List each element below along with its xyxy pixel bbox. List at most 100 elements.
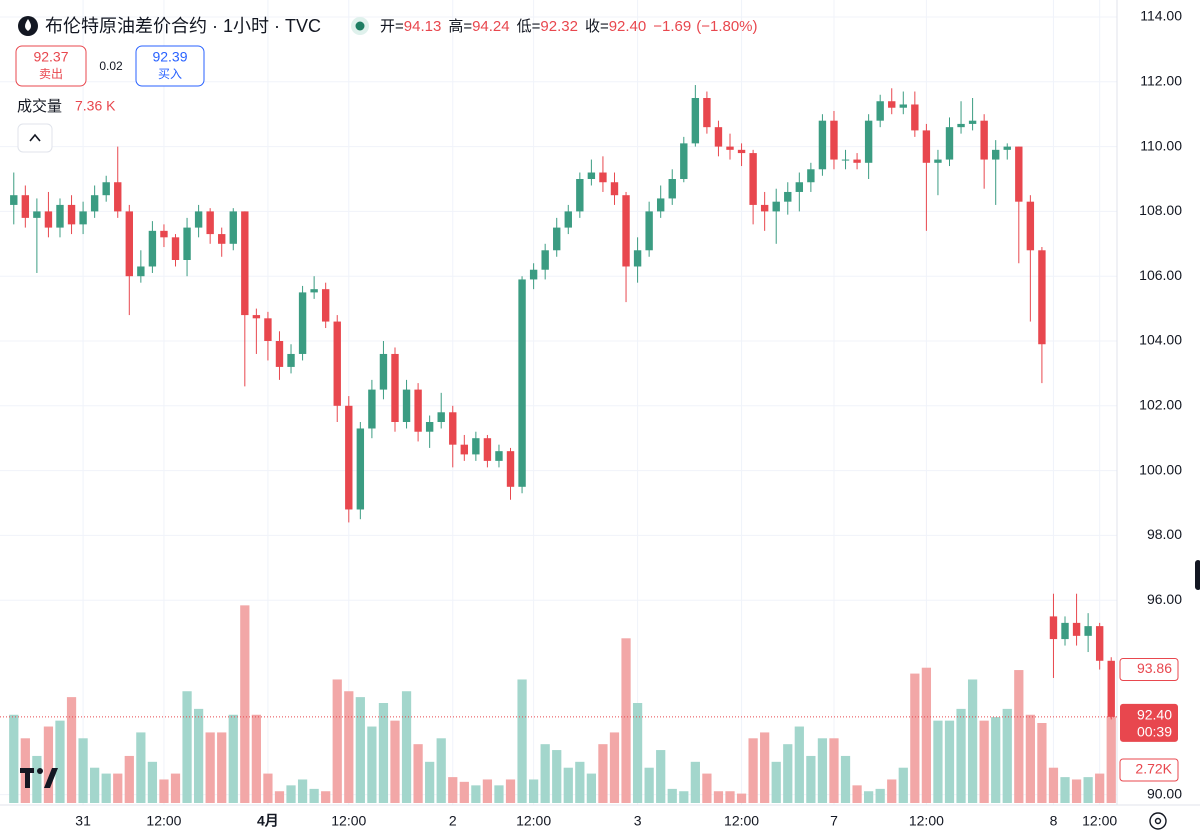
sell-button[interactable] [15,45,87,87]
candle-body [680,143,688,179]
volume-bar [66,697,77,803]
volume-bar [55,720,65,803]
scroll-handle[interactable] [1195,560,1200,590]
settings-button[interactable] [1149,812,1167,830]
candle-layer [10,85,1115,720]
volume-bar [956,708,966,803]
volume-bar [1083,777,1093,803]
candle-body [772,201,780,212]
volume-bar [1025,714,1035,803]
volume-bar [170,773,181,803]
volume-bar [482,779,493,803]
candle-body [957,123,965,128]
candle-body [553,227,561,251]
candle-body [194,211,203,228]
candle-body [287,353,295,367]
candle-body [645,211,653,251]
settings-icon [1154,817,1162,825]
volume-bar [78,738,88,803]
y-tick-label: 96.00 [1147,591,1182,607]
candle-body [599,172,607,183]
candle-body [807,169,815,183]
ohlc-value: 94.24 [472,18,510,35]
x-tick-label: 8 [1050,813,1058,829]
candle-body [899,104,907,108]
candle-body [425,422,434,432]
logo-part [37,768,43,774]
candle-body [795,182,804,192]
candle-body [934,159,942,163]
candle-body [1015,146,1023,202]
logo [20,768,58,788]
buy-button[interactable] [135,45,205,87]
candle-body [587,172,596,179]
volume-bar [101,773,111,803]
volume-bar [378,703,389,803]
volume-bar [725,791,735,803]
candle-body [864,120,873,163]
candle-body [633,250,642,267]
candle-body [229,211,237,244]
candle-body [298,292,307,354]
volume-bar [367,726,377,803]
collapse-button[interactable] [17,123,53,153]
volume-bar [113,773,123,803]
ohlc-legend: 开= 94.13 高= 94.24 低= 92.32 收= 92.40 −1.69 (−1.80%… [380,18,758,35]
candle-body [264,318,272,341]
volume-bar [309,788,319,803]
candle-body [183,227,191,260]
candle-body [472,438,480,455]
y-tick-label: 114.00 [1140,8,1182,24]
candle-body [1095,626,1104,661]
candle-body [368,389,376,429]
candle-body [622,195,630,267]
candle-body [818,120,827,170]
volume-bar [783,744,793,803]
y-axis: 114.00 112.00 110.00 108.00 106.00 104.00 102.… [1119,8,1182,801]
volume-bar [898,767,908,803]
volume-bar [471,785,481,803]
volume-bar [263,773,273,803]
candle-body [529,269,538,280]
volume-bar [852,785,862,803]
volume-bar [736,793,747,803]
candle-body [345,405,353,510]
volume-bar [690,761,700,803]
volume-bar [205,732,215,803]
candle-body [888,101,896,108]
candle-body [241,211,249,316]
volume-bar [991,717,1001,803]
candle-body [830,120,838,160]
candle-body [252,315,261,319]
volume-bar [286,785,296,803]
volume-bar [159,779,169,803]
candle-body [1107,660,1115,717]
candle-body [333,321,341,406]
candle-body [610,182,619,196]
candle-body [125,211,133,277]
candle-body [1061,622,1069,640]
candle-body [737,149,746,154]
buy-price: 92.39 [152,49,187,65]
candle-body [1072,622,1081,636]
ohlc-value: 92.40 [609,18,647,35]
candle-body [518,279,526,487]
price-marker-label: 93.86 [1137,660,1172,676]
price-marker-box [1119,658,1179,682]
volume-bar [713,791,724,803]
candle-body [911,104,919,131]
candle-body [44,211,53,228]
candle-body [137,266,145,277]
volume-bar [425,761,435,803]
sell-label: 卖出 [39,67,63,81]
candle-body [992,149,1000,160]
candle-body [206,211,214,235]
volume-bar [771,761,781,803]
ohlc-value: 92.32 [540,18,578,35]
candle-body [483,438,492,461]
volume-bar [621,638,631,803]
volume-bar [217,732,227,803]
volume-bar [9,714,19,803]
ohlc-label: 收= [585,18,609,35]
